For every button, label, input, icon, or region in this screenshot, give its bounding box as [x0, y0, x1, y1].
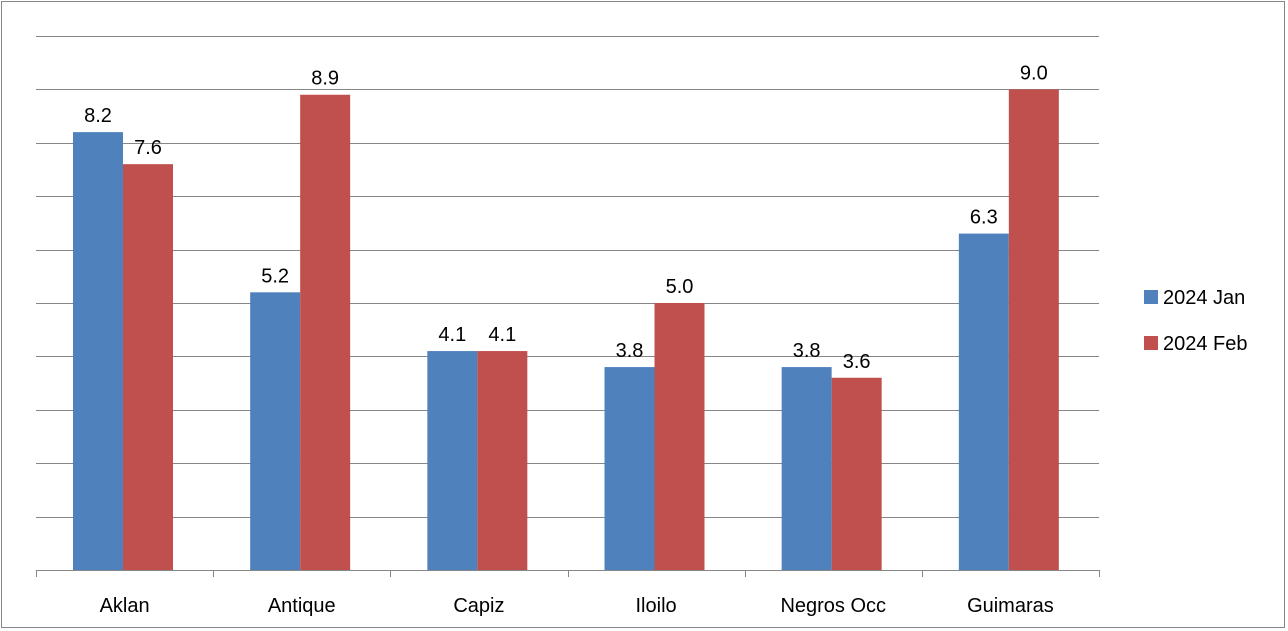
bars — [73, 89, 1059, 571]
legend-swatch — [1144, 336, 1158, 350]
data-label: 7.6 — [134, 137, 162, 159]
bar — [654, 303, 705, 570]
x-tick-label: Antique — [268, 595, 336, 617]
gridlines — [36, 36, 1099, 518]
category-labels: Aklan Antique Capiz Iloilo Negros Occ Guimara… — [100, 595, 1054, 617]
bar — [604, 367, 655, 570]
legend-label: 2024 Jan — [1163, 287, 1245, 309]
x-tick-label: Aklan — [100, 595, 150, 617]
data-label: 4.1 — [488, 324, 516, 346]
bar — [1008, 89, 1059, 571]
x-tick-label: Negros Occ — [780, 595, 886, 617]
bar — [73, 132, 123, 570]
bar — [781, 367, 832, 570]
data-labels: 8.2 7.6 5.2 8.9 4.1 4.1 3.8 5.0 3.8 3.6 6.3 9.0 — [84, 62, 1048, 372]
legend-label: 2024 Feb — [1163, 333, 1248, 355]
data-label: 3.8 — [616, 340, 644, 362]
x-tick-label: Guimaras — [967, 595, 1054, 617]
legend: 2024 Jan 2024 Feb — [1144, 287, 1248, 355]
data-label: 9.0 — [1020, 62, 1048, 84]
bar — [958, 233, 1009, 570]
bar — [831, 377, 882, 570]
data-label: 8.9 — [311, 68, 339, 90]
data-label: 8.2 — [84, 105, 112, 127]
data-label: 5.2 — [261, 265, 289, 287]
legend-swatch — [1144, 290, 1158, 304]
x-tick-label: Capiz — [453, 595, 504, 617]
data-label: 4.1 — [438, 324, 466, 346]
bar — [250, 292, 301, 570]
data-label: 3.6 — [843, 351, 871, 373]
x-tick-label: Iloilo — [636, 595, 677, 617]
x-axis — [36, 570, 1100, 577]
bar — [123, 164, 173, 570]
bar — [427, 351, 478, 570]
data-label: 5.0 — [666, 276, 694, 298]
bar — [300, 94, 351, 571]
data-label: 3.8 — [793, 340, 821, 362]
data-label: 6.3 — [970, 207, 998, 229]
bar — [477, 351, 528, 570]
